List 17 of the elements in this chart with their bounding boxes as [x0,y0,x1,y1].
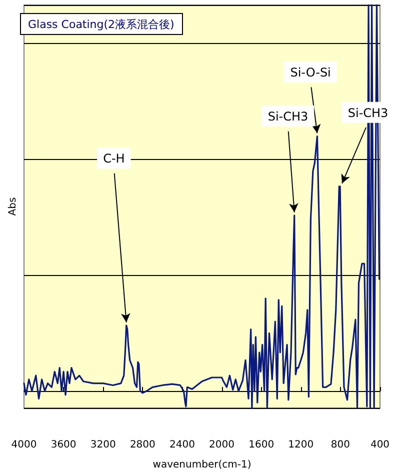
x-tick-label: 2400 [169,440,195,450]
annotation: Si-CH3 [268,109,308,124]
x-tick-label: 1200 [288,440,314,450]
annotation: Si-O-Si [290,65,331,80]
x-tick-label: 3200 [90,440,116,450]
x-axis-title: wavenumber(cm-1) [152,460,252,470]
x-tick-label: 2800 [130,440,156,450]
x-tick-label: 4000 [11,440,37,450]
annotation: Si-CH3 [348,106,388,120]
x-tick-label: 1600 [248,440,274,450]
x-tick-label: 400 [370,440,390,450]
y-axis-title: Abs [8,197,18,216]
x-tick-label: 2000 [209,440,235,450]
annotation: C-H [103,151,125,166]
text: Glass Coating(2液系混合後) [28,18,174,31]
x-tick-label: 800 [330,440,350,450]
x-tick-label: 3600 [50,440,76,450]
